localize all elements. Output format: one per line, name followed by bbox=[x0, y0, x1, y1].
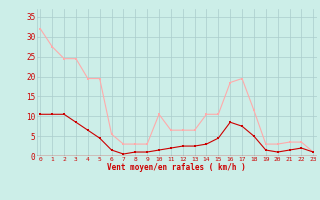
X-axis label: Vent moyen/en rafales ( km/h ): Vent moyen/en rafales ( km/h ) bbox=[108, 163, 246, 172]
